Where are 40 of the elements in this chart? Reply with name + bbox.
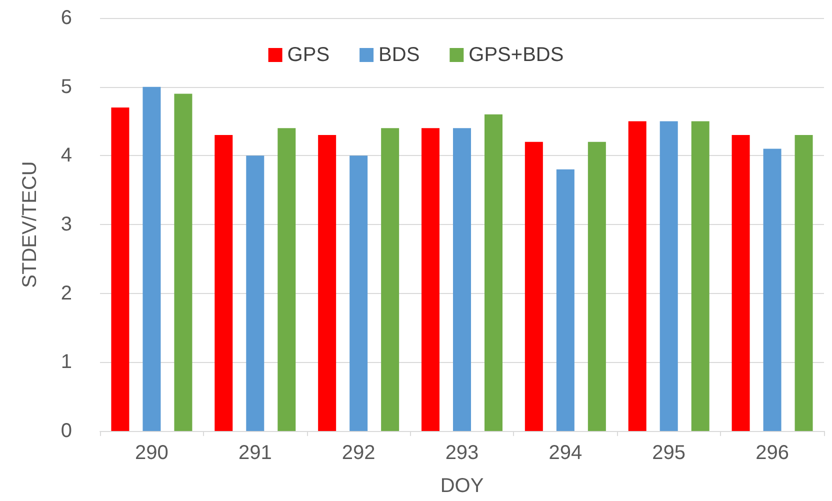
x-tick-label: 292 — [342, 442, 376, 464]
y-axis-title: STDEV/TECU — [19, 161, 41, 288]
legend-label: BDS — [378, 44, 420, 66]
bar — [350, 156, 368, 431]
bar — [732, 135, 750, 431]
y-tick-label: 4 — [60, 144, 72, 167]
bar — [628, 121, 646, 431]
bar — [422, 128, 440, 431]
x-tick-label: 290 — [135, 442, 168, 464]
bar — [588, 142, 606, 431]
y-tick-label: 6 — [60, 7, 72, 29]
x-tick-label: 293 — [445, 442, 479, 464]
bar — [142, 86, 161, 431]
bar — [381, 128, 400, 431]
x-tick-label: 296 — [756, 442, 789, 464]
y-tick-label: 0 — [60, 420, 72, 442]
y-tick-label: 3 — [60, 214, 72, 236]
bar — [246, 156, 264, 431]
bar — [484, 114, 502, 431]
legend-label: GPS+BDS — [468, 44, 564, 66]
bar — [174, 94, 192, 431]
bar — [453, 128, 471, 431]
bar — [524, 142, 543, 431]
legend-label: GPS — [287, 44, 330, 66]
bar — [794, 135, 813, 431]
bar — [318, 135, 336, 431]
x-tick-label: 291 — [238, 442, 272, 464]
x-axis-title: DOY — [440, 475, 484, 497]
x-tick-label: 294 — [548, 442, 582, 464]
x-tick-label: 295 — [652, 442, 686, 464]
y-tick-label: 5 — [60, 76, 72, 98]
bar — [111, 107, 130, 431]
bar — [214, 135, 233, 431]
bar — [763, 148, 782, 431]
bar — [278, 128, 296, 431]
bar — [691, 121, 710, 431]
bar — [556, 169, 574, 431]
bar — [660, 121, 678, 431]
y-tick-label: 2 — [60, 282, 72, 304]
y-tick-label: 1 — [60, 351, 72, 374]
